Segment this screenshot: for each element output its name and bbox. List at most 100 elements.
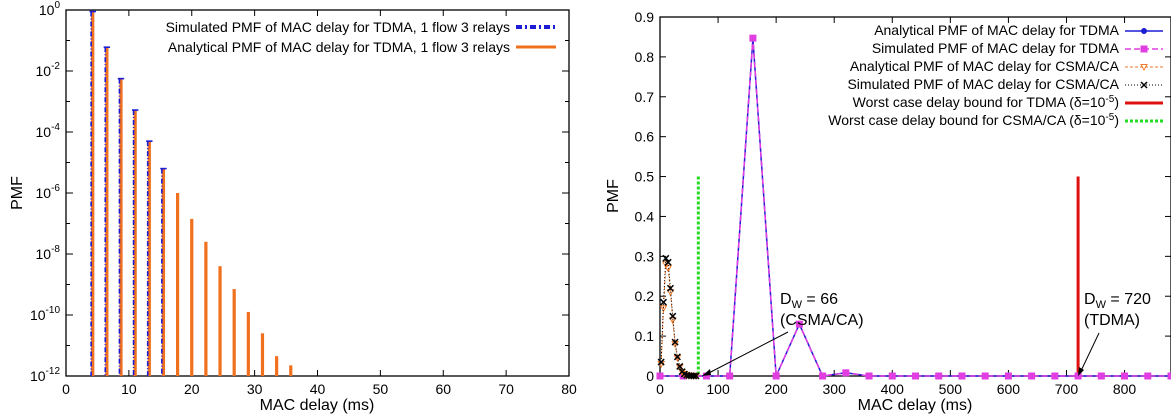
left-y-tick-label: 10-10 — [30, 305, 60, 323]
point-triangle — [661, 261, 670, 269]
right-legend-swatches — [1125, 28, 1163, 123]
annotation-arrowhead-csma — [702, 369, 711, 376]
right-x-tick-label: 500 — [939, 381, 963, 397]
right-x-tick-label: 400 — [881, 381, 905, 397]
right-y-axis-label: PMF — [605, 179, 622, 213]
right-legend: Analytical PMF of MAC delay for TDMA Sim… — [828, 22, 1163, 128]
right-legend-label-simulated-tdma: Simulated PMF of MAC delay for TDMA — [872, 40, 1120, 56]
right-legend-label-analytical-tdma: Analytical PMF of MAC delay for TDMA — [874, 22, 1119, 38]
right-y-tick-label: 0.6 — [635, 129, 655, 145]
point-square — [1074, 372, 1082, 380]
left-x-ticks: 0 10 20 30 40 50 60 70 80 — [62, 10, 577, 397]
left-x-tick-label: 70 — [498, 381, 514, 397]
right-x-tick-label: 600 — [997, 381, 1021, 397]
point-x — [671, 338, 679, 346]
left-x-tick-label: 40 — [310, 381, 326, 397]
left-y-tick-label: 10-4 — [36, 122, 61, 140]
right-y-tick-label: 0.2 — [635, 288, 655, 304]
analytical-bar — [176, 193, 180, 376]
point-x — [1140, 81, 1148, 89]
analytical-bar — [232, 289, 236, 376]
point-square — [842, 369, 850, 377]
analytical-bar — [105, 47, 109, 377]
right-legend-label-analytical-csma: Analytical PMF of MAC delay for CSMA/CA — [850, 58, 1120, 74]
point-triangle — [668, 317, 677, 325]
right-annotations: DW = 66 (CSMA/CA) DW = 720 (TDMA) — [702, 291, 1151, 376]
right-legend-label-bound-tdma: Worst case delay bound for TDMA (δ=10-5) — [853, 94, 1119, 111]
analytical-bar — [246, 311, 250, 376]
analytical-bar — [161, 168, 166, 376]
point-x — [664, 258, 672, 266]
analytical-bar — [275, 356, 279, 376]
point-square — [1051, 372, 1059, 380]
left-x-tick-label: 50 — [373, 381, 389, 397]
right-x-tick-label: 300 — [823, 381, 847, 397]
left-x-tick-label: 0 — [62, 381, 70, 397]
right-x-tick-label: 700 — [1055, 381, 1079, 397]
point-square — [1097, 372, 1105, 380]
point-x — [680, 370, 688, 378]
analytical-bar — [218, 266, 222, 376]
left-chart: 0 10 20 30 40 50 60 70 80 100 10-2 10-4 10-6 10-8 10-… — [9, 0, 577, 414]
right-y-tick-label: 0.9 — [635, 9, 655, 25]
point-square — [888, 372, 896, 380]
point-square — [795, 320, 803, 328]
point-x — [666, 284, 674, 292]
right-x-tick-label: 800 — [1113, 381, 1137, 397]
point-square — [935, 372, 943, 380]
point-square — [749, 34, 757, 42]
right-x-ticks: 0 100 200 300 400 500 600 700 800 — [656, 17, 1136, 397]
right-x-axis-label: MAC delay (ms) — [858, 397, 973, 414]
left-y-tick-label: 100 — [39, 0, 61, 18]
analytical-bar — [204, 241, 208, 376]
point-x — [657, 358, 665, 366]
analytical-bar — [91, 11, 95, 377]
annotation-arrowhead-tdma — [1078, 367, 1084, 376]
point-square — [1028, 372, 1036, 380]
left-legend: Simulated PMF of MAC delay for TDMA, 1 f… — [166, 19, 556, 55]
point-x — [692, 372, 700, 380]
annotation-dw-720: DW = 720 — [1084, 291, 1151, 311]
analytical-bar — [133, 110, 137, 376]
point-square — [1004, 372, 1012, 380]
left-x-tick-label: 30 — [247, 381, 263, 397]
left-y-tick-label: 10-2 — [36, 61, 61, 79]
point-x — [662, 254, 670, 262]
analytical-bar — [147, 141, 151, 376]
point-square — [702, 372, 710, 380]
annotation-arrow-csma — [704, 331, 789, 376]
right-bounds — [696, 176, 1080, 376]
left-y-ticks: 100 10-2 10-4 10-6 10-8 10-10 10-12 — [30, 0, 569, 384]
point-square — [958, 372, 966, 380]
left-legend-label-analytical: Analytical PMF of MAC delay for TDMA, 1 … — [168, 39, 510, 55]
left-plot-frame — [65, 9, 570, 377]
point-circle — [1141, 28, 1147, 34]
left-y-tick-label: 10-8 — [36, 244, 61, 262]
point-square — [1144, 372, 1152, 380]
annotation-csma-label: (CSMA/CA) — [780, 312, 864, 329]
point-square — [1167, 372, 1171, 380]
point-x — [659, 298, 668, 306]
right-x-tick-label: 0 — [656, 381, 664, 397]
analytical-bar — [289, 365, 293, 376]
left-x-tick-label: 60 — [435, 381, 451, 397]
left-x-tick-label: 80 — [561, 381, 577, 397]
left-bars — [89, 10, 293, 377]
point-x — [690, 372, 698, 380]
left-x-axis-label: MAC delay (ms) — [260, 397, 375, 414]
right-y-tick-label: 0.3 — [635, 248, 655, 264]
right-y-tick-label: 0 — [646, 368, 654, 384]
point-square — [656, 372, 664, 380]
annotation-arrow-tdma — [1079, 332, 1100, 374]
point-x — [676, 362, 684, 370]
point-x — [673, 353, 681, 361]
point-triangle — [659, 305, 668, 313]
annotation-dw-66: DW = 66 — [780, 291, 838, 311]
right-y-tick-label: 0.8 — [635, 49, 655, 65]
analytical-bar — [119, 78, 123, 376]
right-x-tick-label: 100 — [706, 381, 730, 397]
series-line-3 — [660, 256, 697, 377]
left-legend-label-simulated: Simulated PMF of MAC delay for TDMA, 1 f… — [166, 19, 510, 35]
right-x-tick-label: 200 — [764, 381, 788, 397]
